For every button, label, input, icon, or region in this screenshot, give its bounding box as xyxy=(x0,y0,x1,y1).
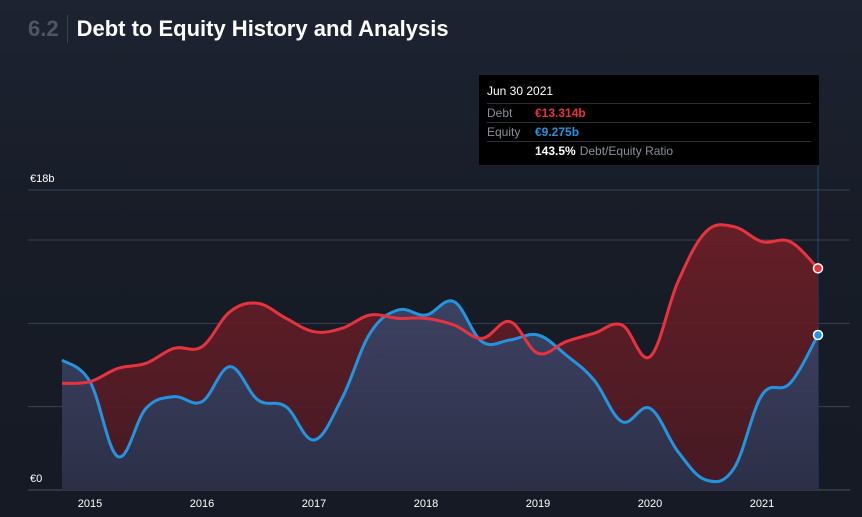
tooltip-ratio-row: 143.5% Debt/Equity Ratio xyxy=(487,142,811,160)
tooltip-ratio-value: 143.5% xyxy=(535,144,576,158)
debt-marker xyxy=(812,263,824,274)
section-number: 6.2 xyxy=(28,15,68,43)
x-tick-label: 2018 xyxy=(414,498,438,510)
tooltip-debt-label: Debt xyxy=(487,106,513,120)
tooltip-equity-label: Equity xyxy=(487,125,521,139)
tooltip-debt-row: Debt €13.314b xyxy=(487,104,811,123)
tooltip-date: Jun 30 2021 xyxy=(487,84,811,104)
y-tick-label: €18b xyxy=(30,173,54,185)
tooltip-equity-value: €9.275b xyxy=(535,125,580,139)
chart-tooltip: Jun 30 2021 Debt €13.314b Equity €9.275b… xyxy=(479,75,819,165)
section-title: Debt to Equity History and Analysis xyxy=(76,16,449,41)
x-tick-label: 2021 xyxy=(750,498,774,510)
chart-areas xyxy=(62,224,818,490)
y-axis-labels: €0 €18b xyxy=(30,173,54,485)
x-axis-labels: 2015 2016 2017 2018 2019 2020 2021 xyxy=(78,498,774,510)
equity-area xyxy=(62,300,818,490)
chart-lines xyxy=(61,223,820,484)
x-tick-label: 2015 xyxy=(78,498,102,510)
tooltip-equity-row: Equity €9.275b xyxy=(487,123,811,142)
x-tick-label: 2017 xyxy=(302,498,326,510)
hover-markers xyxy=(812,263,824,341)
equity-line xyxy=(61,299,820,484)
tooltip-debt-value: €13.314b xyxy=(535,106,586,120)
x-tick-label: 2019 xyxy=(526,498,550,510)
x-tick-label: 2020 xyxy=(638,498,662,510)
section-header: 6.2 Debt to Equity History and Analysis xyxy=(28,14,449,44)
y-tick-label: €0 xyxy=(30,473,42,485)
x-tick-label: 2016 xyxy=(190,498,214,510)
tooltip-ratio-label: Debt/Equity Ratio xyxy=(579,144,674,158)
debt-line xyxy=(61,223,820,385)
equity-marker xyxy=(812,329,824,341)
